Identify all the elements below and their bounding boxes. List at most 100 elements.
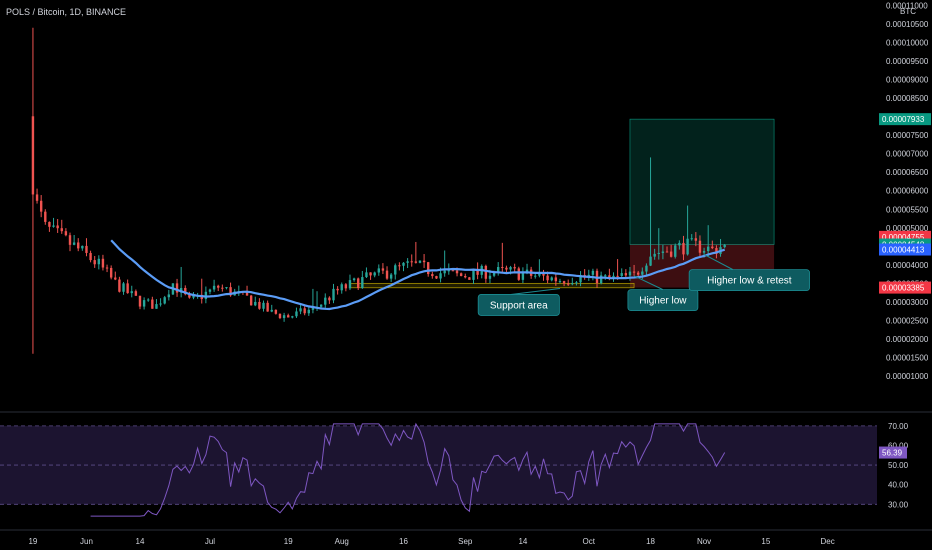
time-axis[interactable]: 19 Jun 14 Jul 19 Aug 16 Sep 14 Oct 18 Nov 15 Dec xyxy=(28,537,834,546)
time-tick-label: Dec xyxy=(820,537,834,546)
candle-body xyxy=(591,270,595,275)
candle-body xyxy=(632,271,636,273)
candle-body xyxy=(645,265,648,272)
candle-body xyxy=(669,251,673,257)
moving-average-series xyxy=(110,239,726,311)
candle-body xyxy=(307,309,311,314)
candle-body xyxy=(492,272,496,276)
candle-body xyxy=(538,273,541,276)
candle-body xyxy=(142,300,146,307)
candle-body xyxy=(48,221,51,227)
time-tick-label: Jul xyxy=(205,537,215,546)
candle-body xyxy=(373,272,376,276)
candle-body xyxy=(217,285,220,288)
price-tick-label: 0.00001500 xyxy=(886,353,929,362)
candle-body xyxy=(208,289,212,292)
candle-body xyxy=(484,265,488,279)
candle-body xyxy=(427,262,430,275)
time-tick-label: 19 xyxy=(284,537,293,546)
candle-body xyxy=(579,275,582,283)
candle-body xyxy=(147,299,150,301)
candle-body xyxy=(299,308,302,312)
candle-body xyxy=(270,309,273,312)
price-axis[interactable]: 0.00011000 0.00010500 0.00010000 0.00009500… xyxy=(0,2,932,531)
candle-body xyxy=(706,246,710,252)
time-tick-label: 18 xyxy=(646,537,655,546)
candle-body xyxy=(443,270,446,274)
price-tick-label: 0.00007500 xyxy=(886,131,929,140)
candle-body xyxy=(295,311,298,317)
moving-average-line xyxy=(110,239,726,311)
candle-body xyxy=(336,288,339,291)
candle-body xyxy=(258,301,261,309)
candle-body xyxy=(64,231,68,236)
candle-body xyxy=(324,297,327,305)
price-label-badge xyxy=(879,243,931,256)
candle-body xyxy=(134,291,138,296)
rsi-tick-label: 30.00 xyxy=(888,500,909,509)
annotation-pointer xyxy=(510,288,561,295)
candle-body xyxy=(620,273,623,276)
candle-body xyxy=(245,291,249,296)
candle-body xyxy=(39,200,43,212)
candle-body xyxy=(505,267,508,270)
candle-body xyxy=(167,294,171,298)
candle-body xyxy=(604,275,607,277)
candle-body xyxy=(616,275,619,277)
candle-body xyxy=(328,297,331,301)
candle-body xyxy=(636,272,640,275)
price-tick-label: 0.00009500 xyxy=(886,57,929,66)
annotations: Support area Higher low Higher low & retes… xyxy=(477,254,810,316)
annotation-text: Support area xyxy=(490,300,548,311)
candle-body xyxy=(521,272,525,280)
candle-body xyxy=(159,303,162,305)
candle-body xyxy=(122,283,125,292)
price-label-text: 0.00003385 xyxy=(882,284,925,293)
price-tick-label: 0.00002000 xyxy=(886,335,929,344)
candle-body xyxy=(332,288,335,301)
time-tick-label: 14 xyxy=(136,537,145,546)
candle-body xyxy=(439,273,442,279)
candle-body xyxy=(389,274,393,279)
candle-body xyxy=(221,287,224,289)
annotation-pointer xyxy=(703,254,734,271)
candle-body xyxy=(715,248,718,254)
currency-label: BTC xyxy=(900,7,916,16)
candle-body xyxy=(558,281,562,283)
candle-body xyxy=(130,291,133,294)
candle-body xyxy=(93,260,96,265)
candle-body xyxy=(678,242,681,246)
candle-body xyxy=(447,270,450,272)
candle-body xyxy=(163,297,166,304)
candle-body xyxy=(155,304,158,309)
time-tick-label: Sep xyxy=(458,537,473,546)
candle-body xyxy=(175,283,179,293)
candle-body xyxy=(229,287,232,296)
time-tick-label: Nov xyxy=(697,537,711,546)
price-tick-label: 0.00007000 xyxy=(886,150,929,159)
candle-body xyxy=(406,261,409,263)
annotation-text: Higher low & retest xyxy=(707,276,792,287)
rsi-tick-label: 60.00 xyxy=(888,441,909,450)
candle-body xyxy=(674,245,677,257)
candle-body xyxy=(587,274,590,277)
candle-body xyxy=(348,280,352,289)
price-label-badge xyxy=(879,113,931,126)
target-zone xyxy=(629,118,775,245)
annotation-pointer xyxy=(633,275,664,291)
candle-body xyxy=(72,242,76,245)
candle-body xyxy=(311,306,315,310)
candle-body xyxy=(690,238,693,240)
candle-body xyxy=(575,282,578,284)
candle-body xyxy=(550,277,553,281)
candle-body xyxy=(468,277,471,280)
candle-body xyxy=(665,251,669,253)
price-tick-label: 0.00005500 xyxy=(886,205,929,214)
candle-body xyxy=(653,253,656,257)
candle-body xyxy=(89,252,92,261)
candle-body xyxy=(451,270,455,272)
candle-body xyxy=(554,277,558,282)
candle-body xyxy=(249,295,253,306)
candle-body xyxy=(682,242,685,255)
